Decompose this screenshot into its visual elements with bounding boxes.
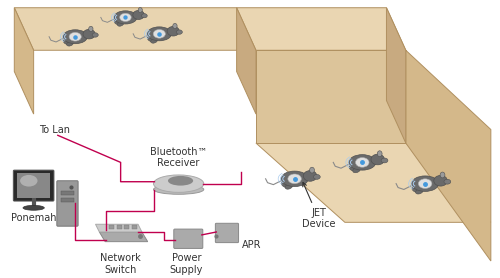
Ellipse shape <box>371 154 384 165</box>
Ellipse shape <box>282 182 288 187</box>
Ellipse shape <box>285 184 292 189</box>
Ellipse shape <box>64 39 70 44</box>
Ellipse shape <box>66 41 73 46</box>
Polygon shape <box>236 8 256 114</box>
Polygon shape <box>100 232 148 242</box>
Ellipse shape <box>83 29 95 39</box>
Bar <box>17 173 50 198</box>
Ellipse shape <box>349 165 356 171</box>
Ellipse shape <box>176 30 182 34</box>
Ellipse shape <box>434 175 448 186</box>
Bar <box>124 225 130 229</box>
Bar <box>117 225 121 229</box>
Ellipse shape <box>92 33 98 37</box>
Ellipse shape <box>148 36 154 42</box>
Ellipse shape <box>20 175 38 187</box>
Ellipse shape <box>88 26 93 31</box>
Ellipse shape <box>412 176 438 191</box>
Ellipse shape <box>444 179 450 184</box>
Ellipse shape <box>133 10 144 19</box>
Ellipse shape <box>147 27 172 41</box>
Bar <box>60 198 74 202</box>
Ellipse shape <box>154 185 204 194</box>
Ellipse shape <box>288 174 302 184</box>
Ellipse shape <box>150 38 158 43</box>
Ellipse shape <box>142 14 147 18</box>
Ellipse shape <box>281 171 308 187</box>
Ellipse shape <box>310 167 314 173</box>
Ellipse shape <box>353 168 360 173</box>
Polygon shape <box>14 8 34 114</box>
Polygon shape <box>406 50 491 261</box>
Text: Power
Supply: Power Supply <box>170 253 203 275</box>
Text: Bluetooth™
Receiver: Bluetooth™ Receiver <box>150 147 208 168</box>
Ellipse shape <box>114 11 137 24</box>
Polygon shape <box>14 8 256 50</box>
Ellipse shape <box>138 8 142 13</box>
Ellipse shape <box>69 32 82 41</box>
Ellipse shape <box>314 175 320 179</box>
Ellipse shape <box>63 30 88 44</box>
FancyBboxPatch shape <box>174 229 203 249</box>
FancyBboxPatch shape <box>216 223 238 243</box>
FancyBboxPatch shape <box>57 181 78 226</box>
Ellipse shape <box>23 205 44 210</box>
Ellipse shape <box>173 23 177 29</box>
Polygon shape <box>256 50 406 143</box>
Text: To Lan: To Lan <box>40 125 70 135</box>
Ellipse shape <box>378 151 382 157</box>
Ellipse shape <box>114 20 120 25</box>
Text: Network
Switch: Network Switch <box>100 253 141 275</box>
Ellipse shape <box>440 172 445 178</box>
Bar <box>109 225 114 229</box>
Text: JET
Device: JET Device <box>302 183 336 229</box>
Polygon shape <box>386 8 406 143</box>
Ellipse shape <box>416 189 423 194</box>
Ellipse shape <box>304 171 317 181</box>
Polygon shape <box>236 8 406 50</box>
Bar <box>60 191 74 195</box>
Ellipse shape <box>118 22 124 26</box>
Ellipse shape <box>167 26 179 36</box>
Ellipse shape <box>153 29 166 38</box>
FancyBboxPatch shape <box>14 170 54 201</box>
Ellipse shape <box>154 175 204 192</box>
Ellipse shape <box>356 158 369 167</box>
Polygon shape <box>96 224 142 232</box>
Ellipse shape <box>418 179 432 188</box>
Ellipse shape <box>381 158 388 163</box>
Text: Ponemah: Ponemah <box>11 213 56 223</box>
Bar <box>132 225 137 229</box>
Ellipse shape <box>168 176 193 186</box>
Polygon shape <box>256 143 491 222</box>
Text: APR: APR <box>242 240 261 250</box>
Ellipse shape <box>120 13 131 21</box>
Ellipse shape <box>412 187 419 192</box>
Ellipse shape <box>349 155 376 170</box>
